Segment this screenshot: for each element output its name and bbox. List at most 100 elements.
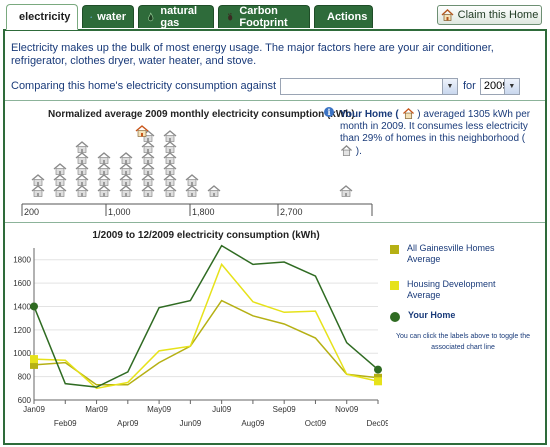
neighborhood-home-icon xyxy=(97,152,111,164)
year-value: 2009 xyxy=(483,80,509,92)
neighborhood-home-icon xyxy=(163,174,177,186)
y-tick-label: 600 xyxy=(18,396,32,405)
your-home-house-icon xyxy=(402,108,414,119)
tab-label: Carbon Footprint xyxy=(239,5,288,29)
neighborhood-home-icon xyxy=(119,185,133,197)
for-label: for xyxy=(463,80,476,92)
summary-your-home: Your Home ( xyxy=(340,109,399,120)
legend-swatch xyxy=(390,245,399,254)
neighborhood-home-icon xyxy=(75,174,89,186)
tab-water[interactable]: water xyxy=(82,5,134,28)
neighborhood-home-icon xyxy=(75,185,89,197)
section-divider xyxy=(5,222,545,223)
neighborhood-home-icon xyxy=(141,152,155,164)
neighborhood-home-icon xyxy=(97,174,111,186)
comparison-label: Comparing this home's electricity consum… xyxy=(11,80,276,92)
neighborhood-home-icon xyxy=(75,163,89,175)
histogram-title: Normalized average 2009 monthly electric… xyxy=(48,109,355,120)
neighborhood-house-icon xyxy=(341,145,352,156)
y-tick-label: 800 xyxy=(18,373,32,382)
series-line-2 xyxy=(33,244,379,388)
legend-label: Housing Development Average xyxy=(407,279,496,300)
x-tick-label: Nov09 xyxy=(335,405,359,414)
legend-label: All Gainesville Homes Average xyxy=(407,243,495,264)
content-panel xyxy=(3,29,547,445)
series-point xyxy=(30,302,38,311)
neighborhood-home-icon xyxy=(53,174,67,186)
histogram-tick-label: 200 xyxy=(24,207,39,217)
neighborhood-home-icon xyxy=(163,163,177,175)
consumption-summary: Your Home ( ) averaged 1305 kWh per mont… xyxy=(340,108,540,158)
tab-label: natural gas xyxy=(160,5,198,29)
y-tick-label: 1800 xyxy=(13,256,31,265)
chevron-down-icon[interactable]: ▼ xyxy=(503,78,519,94)
tab-actions[interactable]: Actions xyxy=(314,5,373,28)
year-select[interactable]: 2009 ▼ xyxy=(479,77,520,95)
monthly-consumption-chart: 1/2009 to 12/2009 electricity consumptio… xyxy=(13,230,388,428)
x-tick-label: Jul09 xyxy=(212,405,232,414)
info-icon[interactable]: i xyxy=(324,107,334,117)
neighborhood-home-icon xyxy=(141,185,155,197)
legend-item-housing-development[interactable]: Housing Development Average xyxy=(390,279,517,301)
tab-bar: electricity water natural gas Carbon Foo… xyxy=(0,0,550,30)
flame-icon xyxy=(148,12,154,22)
series-point xyxy=(30,355,38,364)
legend-label: Your Home xyxy=(408,310,456,320)
series-line-0 xyxy=(33,299,379,386)
neighborhood-home-icon xyxy=(31,174,45,186)
y-tick-label: 1200 xyxy=(13,326,31,335)
neighborhood-home-icon xyxy=(185,174,199,186)
comparison-group-select[interactable]: ▼ xyxy=(280,77,458,95)
neighborhood-home-icon xyxy=(31,185,45,197)
y-tick-label: 1600 xyxy=(13,279,31,288)
chart-title: 1/2009 to 12/2009 electricity consumptio… xyxy=(92,230,319,241)
your-home-marker-icon xyxy=(135,125,149,137)
tab-natural-gas[interactable]: natural gas xyxy=(138,5,214,29)
series-point xyxy=(30,360,38,369)
series-point xyxy=(374,365,382,374)
neighborhood-home-icon xyxy=(163,141,177,153)
neighborhood-home-icon xyxy=(53,163,67,175)
tab-label: Actions xyxy=(327,11,368,23)
neighborhood-histogram: 200 1,000 1,800 2,700 xyxy=(21,125,373,217)
summary-text-end: ). xyxy=(355,146,362,157)
x-tick-label: Dec09 xyxy=(366,419,388,428)
neighborhood-home-icon xyxy=(53,185,67,197)
comparison-row: Comparing this home's electricity consum… xyxy=(11,77,520,95)
legend-swatch xyxy=(390,281,399,290)
chevron-down-icon[interactable]: ▼ xyxy=(442,78,457,94)
tab-electricity[interactable]: electricity xyxy=(6,4,78,30)
neighborhood-home-icon xyxy=(339,185,353,197)
neighborhood-home-icon xyxy=(75,141,89,153)
house-icon xyxy=(441,9,454,21)
neighborhood-home-icon xyxy=(207,185,221,197)
x-tick-label: Sep09 xyxy=(273,405,297,414)
x-tick-label: Jan09 xyxy=(23,405,45,414)
neighborhood-home-icon xyxy=(141,163,155,175)
tab-label: water xyxy=(97,11,126,23)
x-tick-label: Mar09 xyxy=(85,405,108,414)
x-tick-label: Oct09 xyxy=(305,419,327,428)
legend-swatch xyxy=(390,312,400,322)
neighborhood-home-icon xyxy=(97,185,111,197)
claim-button-label: Claim this Home xyxy=(457,9,539,21)
histogram-tick-label: 1,000 xyxy=(108,207,131,217)
neighborhood-home-icon xyxy=(141,174,155,186)
intro-text: Electricity makes up the bulk of most en… xyxy=(11,42,494,67)
legend-item-your-home[interactable]: Your Home xyxy=(390,310,518,322)
neighborhood-home-icon xyxy=(163,130,177,142)
x-tick-label: Aug09 xyxy=(241,419,265,428)
neighborhood-home-icon xyxy=(119,163,133,175)
summary-text: ) averaged 1305 kWh per month in 2009. I… xyxy=(340,109,531,144)
series-point xyxy=(374,377,382,386)
y-tick-label: 1400 xyxy=(13,302,31,311)
legend-note: You can click the labels above to toggle… xyxy=(395,333,530,351)
tab-carbon-footprint[interactable]: Carbon Footprint xyxy=(218,5,310,29)
neighborhood-home-icon xyxy=(163,185,177,197)
tab-label: electricity xyxy=(19,11,71,23)
legend-item-gainesville[interactable]: All Gainesville Homes Average xyxy=(390,243,517,265)
x-tick-label: Feb09 xyxy=(54,419,77,428)
neighborhood-home-icon xyxy=(163,152,177,164)
neighborhood-home-icon xyxy=(141,141,155,153)
claim-home-button[interactable]: Claim this Home xyxy=(437,5,542,25)
